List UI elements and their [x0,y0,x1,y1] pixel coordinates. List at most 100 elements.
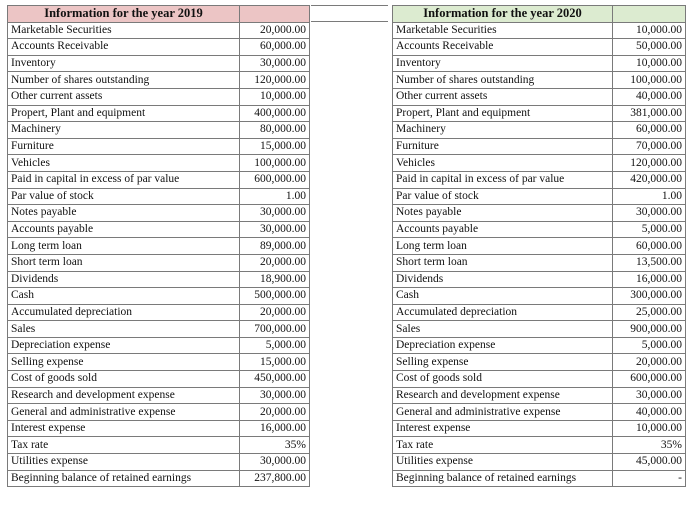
row-label: Accounts Receivable [7,38,240,56]
row-label: Propert, Plant and equipment [7,104,240,123]
row-label: Utilities expense [392,453,613,471]
row-value: 16,000.00 [612,270,686,289]
row-label: Short term loan [392,253,613,272]
row-value: 16,000.00 [239,419,310,438]
row-value: 1.00 [612,187,686,206]
table-row: Depreciation expense 5,000.00 [392,336,686,355]
table-row: Accumulated depreciation 20,000.00 [7,303,310,322]
row-value: 35% [239,436,310,455]
table-row: Accounts Receivable 60,000.00 [7,38,310,56]
row-value: - [612,469,686,488]
row-value: 450,000.00 [239,370,310,388]
table-row: Propert, Plant and equipment 381,000.00 [392,104,686,123]
row-value: 20,000.00 [239,303,310,322]
row-value: 420,000.00 [612,170,686,189]
row-label: Research and development expense [392,386,613,405]
row-label: Inventory [7,54,240,73]
table-row: Sales 700,000.00 [7,320,310,338]
table-row: Number of shares outstanding 100,000.00 [392,71,686,89]
row-label: Long term loan [7,237,240,255]
table-2020-title: Information for the year 2020 [392,5,613,23]
row-label: Cost of goods sold [7,370,240,388]
row-value: 600,000.00 [239,170,310,189]
table-row: Paid in capital in excess of par value 42… [392,170,686,189]
row-value: 120,000.00 [612,154,686,172]
table-row: Long term loan 60,000.00 [392,237,686,255]
table-row: Furniture 15,000.00 [7,137,310,156]
row-label: Tax rate [7,436,240,455]
row-label: Utilities expense [7,453,240,471]
row-value: 35% [612,436,686,455]
row-value: 30,000.00 [612,204,686,222]
table-row: Paid in capital in excess of par value 60… [7,170,310,189]
row-value: 45,000.00 [612,453,686,471]
row-label: Furniture [7,137,240,156]
row-value: 20,000.00 [612,353,686,372]
row-value: 10,000.00 [612,54,686,73]
table-row: Other current assets 40,000.00 [392,87,686,106]
table-row: Sales 900,000.00 [392,320,686,338]
row-label: Number of shares outstanding [392,71,613,89]
row-label: Machinery [7,121,240,139]
row-value: 30,000.00 [239,386,310,405]
table-row: Dividends 16,000.00 [392,270,686,289]
table-2019-header-blank [239,5,310,23]
row-label: Vehicles [7,154,240,172]
row-label: Interest expense [392,419,613,438]
row-value: 15,000.00 [239,137,310,156]
table-row: Other current assets 10,000.00 [7,87,310,106]
row-value: 500,000.00 [239,287,310,305]
row-label: Inventory [392,54,613,73]
table-2020-header-blank [612,5,686,23]
table-row: Dividends 18,900.00 [7,270,310,289]
row-label: Interest expense [7,419,240,438]
table-row: Depreciation expense 5,000.00 [7,336,310,355]
row-label: Number of shares outstanding [7,71,240,89]
row-value: 1.00 [239,187,310,206]
row-label: Notes payable [392,204,613,222]
row-value: 25,000.00 [612,303,686,322]
table-row: Notes payable 30,000.00 [7,204,310,222]
row-value: 30,000.00 [239,54,310,73]
row-value: 5,000.00 [239,336,310,355]
row-label: Other current assets [7,87,240,106]
row-value: 10,000.00 [612,419,686,438]
column-gap [311,5,388,22]
row-label: Furniture [392,137,613,156]
table-row: Research and development expense 30,000.0… [7,386,310,405]
row-value: 89,000.00 [239,237,310,255]
row-label: Propert, Plant and equipment [392,104,613,123]
table-row: Marketable Securities 20,000.00 [7,21,310,40]
table-row: Vehicles 120,000.00 [392,154,686,172]
table-row: Accounts payable 30,000.00 [7,220,310,239]
row-label: Dividends [7,270,240,289]
row-value: 237,800.00 [239,469,310,488]
row-label: Par value of stock [392,187,613,206]
row-value: 70,000.00 [612,137,686,156]
row-label: Dividends [392,270,613,289]
row-value: 20,000.00 [239,403,310,421]
table-row: Machinery 80,000.00 [7,121,310,139]
row-label: Long term loan [392,237,613,255]
row-value: 60,000.00 [239,38,310,56]
row-label: Depreciation expense [7,336,240,355]
row-value: 900,000.00 [612,320,686,338]
table-row: Short term loan 20,000.00 [7,253,310,272]
row-value: 120,000.00 [239,71,310,89]
row-label: General and administrative expense [392,403,613,421]
row-value: 300,000.00 [612,287,686,305]
row-label: Research and development expense [7,386,240,405]
row-label: Accounts Receivable [392,38,613,56]
row-value: 50,000.00 [612,38,686,56]
table-row: General and administrative expense 20,000… [7,403,310,421]
table-row: Accumulated depreciation 25,000.00 [392,303,686,322]
table-row: Machinery 60,000.00 [392,121,686,139]
row-value: 20,000.00 [239,253,310,272]
row-value: 5,000.00 [612,220,686,239]
row-label: Accumulated depreciation [7,303,240,322]
table-row: Furniture 70,000.00 [392,137,686,156]
row-value: 100,000.00 [239,154,310,172]
table-row: Inventory 30,000.00 [7,54,310,73]
table-row: Selling expense 20,000.00 [392,353,686,372]
row-value: 400,000.00 [239,104,310,123]
